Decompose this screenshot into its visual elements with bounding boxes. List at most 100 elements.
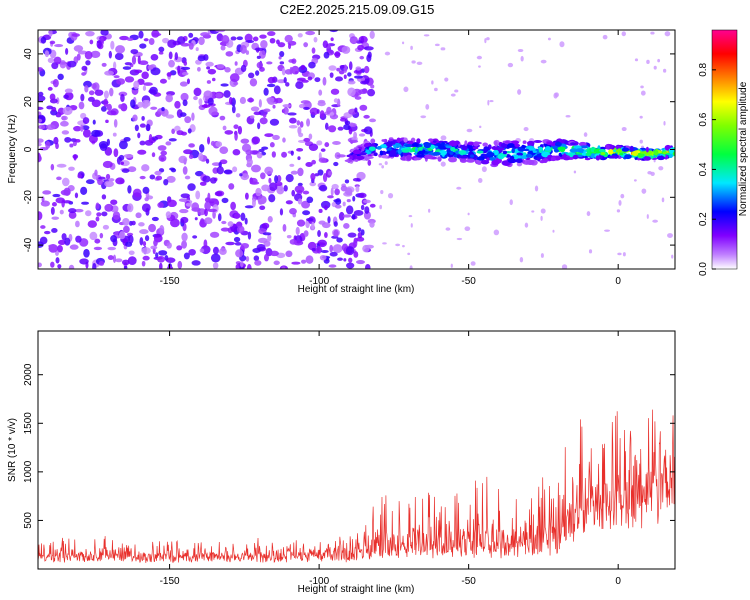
noise-cell — [183, 60, 188, 66]
signal-cell — [389, 149, 397, 156]
signal-cell — [511, 147, 515, 154]
noise-cell — [195, 47, 199, 52]
noise-cell — [358, 89, 369, 95]
noise-cell — [240, 64, 247, 73]
noise-cell — [214, 191, 223, 197]
noise-cell — [256, 55, 261, 60]
noise-cell — [42, 190, 52, 195]
speck-cell — [639, 139, 643, 144]
noise-cell — [257, 122, 261, 130]
noise-cell — [287, 112, 297, 116]
noise-cell — [301, 79, 309, 83]
noise-cell — [317, 101, 326, 107]
noise-cell — [369, 221, 375, 228]
noise-cell — [207, 136, 211, 145]
noise-cell — [191, 260, 201, 266]
noise-cell — [261, 222, 270, 229]
noise-cell — [82, 117, 90, 125]
signal-cell — [414, 147, 419, 153]
noise-cell — [266, 97, 275, 103]
noise-cell — [240, 138, 250, 144]
noise-cell — [369, 118, 377, 123]
signal-cell — [418, 146, 423, 151]
noise-cell — [343, 123, 351, 131]
speck-cell — [454, 89, 459, 93]
noise-cell — [228, 96, 233, 105]
noise-cell — [198, 152, 204, 161]
signal-cell — [514, 143, 521, 147]
noise-cell — [345, 246, 355, 256]
noise-cell — [352, 195, 356, 202]
noise-cell — [271, 151, 276, 158]
snr-frame — [37, 330, 676, 570]
noise-cell — [281, 151, 288, 158]
speck-cell — [464, 226, 471, 232]
noise-cell — [115, 45, 126, 54]
noise-cell — [99, 232, 104, 239]
noise-cell — [188, 32, 194, 38]
noise-cell — [105, 119, 109, 124]
signal-cell — [522, 140, 527, 144]
signal-cell — [469, 154, 475, 158]
noise-cell — [219, 115, 226, 121]
signal-cell — [532, 150, 537, 153]
signal-cell — [491, 145, 500, 151]
speck-cell — [658, 166, 664, 171]
noise-cell — [333, 98, 339, 103]
noise-cell — [279, 61, 285, 65]
noise-cell — [291, 261, 301, 265]
noise-cell — [60, 120, 69, 127]
noise-cell — [308, 133, 313, 140]
noise-cell — [220, 227, 230, 232]
noise-cell — [218, 247, 227, 256]
noise-cell — [264, 133, 274, 138]
x-tick-label: -100 — [309, 576, 329, 587]
noise-cell — [289, 66, 293, 75]
noise-cell — [279, 50, 285, 58]
speck-cell — [517, 89, 522, 95]
noise-cell — [202, 175, 211, 183]
speck-cell — [616, 209, 621, 213]
snr-ticks: -150 -100 -50 0 500 1000 1500 2000 — [23, 331, 675, 587]
noise-cell — [216, 166, 224, 175]
noise-cell — [52, 193, 61, 198]
noise-cell — [108, 50, 112, 59]
noise-cell — [247, 97, 255, 103]
noise-cell — [311, 247, 316, 252]
y-tick-label: 1500 — [23, 412, 34, 435]
speck-cell — [476, 55, 482, 60]
noise-cell — [51, 62, 59, 70]
noise-cell — [308, 143, 319, 152]
noise-cell — [115, 258, 123, 263]
noise-cell — [198, 36, 205, 46]
speck-cell — [407, 252, 411, 256]
signal-cell — [416, 154, 426, 158]
noise-cell — [303, 137, 311, 142]
noise-cell — [229, 73, 240, 83]
spectrogram-panel: -150 -100 -50 0 -40 -20 0 20 40 Height of straig… — [7, 29, 676, 295]
speck-cell — [671, 254, 674, 259]
noise-cell — [177, 65, 181, 74]
noise-cell — [110, 235, 118, 243]
noise-cell — [176, 130, 184, 136]
signal-cell — [550, 156, 556, 162]
signal-cell — [578, 141, 587, 147]
noise-cell — [252, 36, 259, 42]
noise-cell — [330, 187, 334, 196]
noise-cell — [38, 67, 44, 72]
speck-cell — [378, 163, 383, 166]
noise-cell — [92, 119, 96, 125]
noise-cell — [259, 205, 266, 210]
speck-cell — [640, 85, 644, 89]
signal-cell — [477, 160, 482, 165]
speck-cell — [420, 115, 427, 119]
noise-cell — [81, 65, 88, 71]
noise-cell — [203, 90, 213, 100]
noise-cell — [269, 118, 280, 126]
noise-cell — [40, 225, 46, 229]
speck-cell — [640, 90, 646, 96]
noise-cell — [363, 65, 370, 74]
noise-cell — [171, 128, 176, 135]
snr-y-axis-label: SNR (10 * v/v) — [7, 418, 18, 482]
colorbar-label: Normalized spectral amplitude — [738, 81, 749, 216]
